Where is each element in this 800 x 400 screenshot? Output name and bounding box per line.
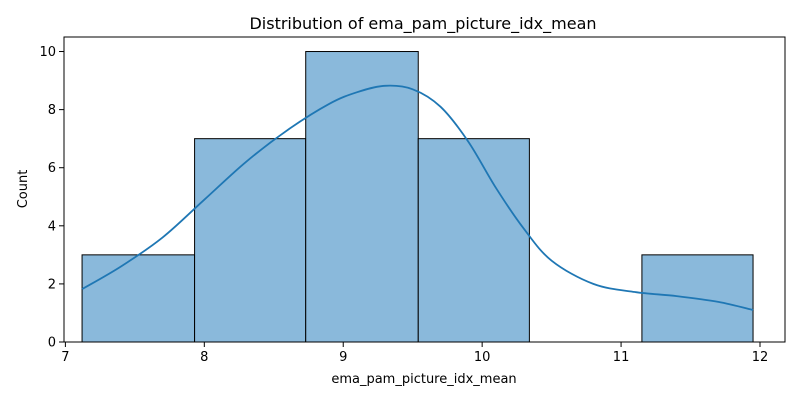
x-tick-label: 10 (474, 350, 491, 365)
y-tick-label: 4 (48, 219, 56, 234)
y-tick-label: 6 (48, 161, 56, 176)
y-tick-label: 0 (48, 336, 56, 351)
histogram-bars (81, 51, 754, 343)
x-tick-label: 8 (200, 350, 208, 365)
x-tick-label: 9 (339, 350, 347, 365)
histogram-bar-2 (305, 51, 419, 343)
x-axis-label: ema_pam_picture_idx_mean (331, 372, 516, 387)
histogram-bar-0 (81, 254, 196, 343)
y-tick-label: 10 (39, 45, 56, 60)
kde-curve (81, 84, 754, 311)
plot-frame (63, 36, 786, 343)
chart-title: Distribution of ema_pam_picture_idx_mean (249, 14, 596, 34)
y-tick-label: 8 (48, 103, 56, 118)
y-axis-ticks: 0 2 4 6 8 10 (39, 45, 64, 351)
x-axis-ticks: 7 8 9 10 11 12 (61, 342, 768, 365)
histogram-bar-3 (417, 138, 530, 343)
x-tick-label: 11 (613, 350, 630, 365)
histogram-bar-1 (194, 138, 307, 343)
y-tick-label: 2 (48, 277, 56, 292)
x-tick-label: 12 (752, 350, 769, 365)
y-axis-label: Count (16, 170, 31, 209)
x-tick-label: 7 (61, 350, 69, 365)
